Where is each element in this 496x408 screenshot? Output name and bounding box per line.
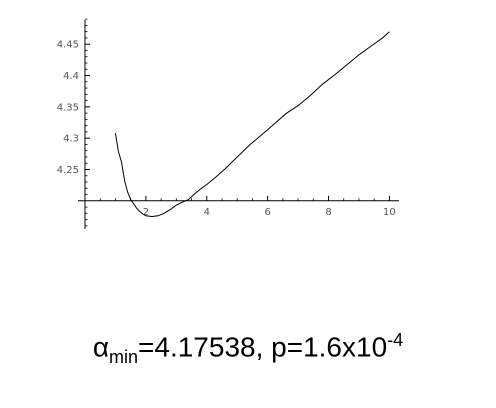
alpha-symbol: α: [92, 331, 110, 363]
caption-exponent: -4: [387, 330, 404, 350]
y-tick-label: 4.45: [57, 40, 79, 51]
x-tick-label: 2: [143, 207, 149, 218]
line-chart: 2 4 6 8 10 4.25 4.3 4.35 4.4 4.45: [57, 18, 399, 229]
chart-ticks: 2 4 6 8 10 4.25 4.3 4.35 4.4 4.45: [57, 18, 396, 227]
caption-value-text: =4.17538, p=1.6x10: [138, 331, 388, 363]
chart-series: [114, 31, 390, 218]
y-tick-label: 4.35: [57, 102, 79, 113]
y-tick-label: 4.3: [63, 134, 79, 145]
series-line: [114, 31, 390, 218]
y-tick-label: 4.4: [63, 71, 79, 82]
chart-axes: [78, 20, 399, 229]
x-tick-label: 6: [264, 207, 270, 218]
result-caption: αmin=4.17538, p=1.6x10-4: [0, 330, 496, 368]
alpha-subscript: min: [109, 346, 139, 367]
y-tick-label: 4.25: [57, 165, 79, 176]
x-tick-label: 10: [383, 207, 396, 218]
x-tick-label: 4: [204, 207, 210, 218]
x-tick-label: 8: [325, 207, 331, 218]
